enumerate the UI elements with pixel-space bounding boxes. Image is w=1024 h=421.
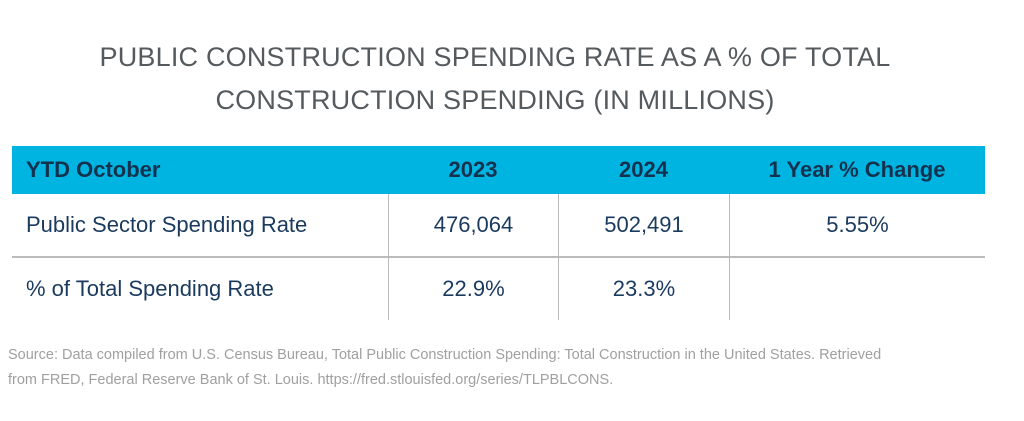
header-cell: 2024	[619, 157, 668, 182]
table-cell: 5.55%	[729, 194, 985, 256]
source-note: Source: Data compiled from U.S. Census B…	[8, 343, 1018, 393]
header-cell: 2023	[448, 157, 498, 182]
header-cell: 1 Year % Change	[768, 157, 946, 182]
table-cell: 22.9%	[388, 258, 558, 320]
table-row: % of Total Spending Rate 22.9% 23.3%	[12, 258, 985, 320]
table-cell: 476,064	[388, 194, 558, 256]
data-table: YTD October 2023 2024 1 Year % Change Pu…	[12, 146, 985, 320]
table-cell: 23.3%	[558, 258, 729, 320]
title-line-1: PUBLIC CONSTRUCTION SPENDING RATE AS A %…	[99, 42, 891, 72]
row-label: Public Sector Spending Rate	[26, 212, 308, 237]
source-line-1: Source: Data compiled from U.S. Census B…	[8, 347, 882, 363]
table-cell	[729, 258, 985, 320]
page-title: PUBLIC CONSTRUCTION SPENDING RATE AS A %…	[0, 36, 990, 122]
table-cell: 502,491	[558, 194, 729, 256]
title-line-2: CONSTRUCTION SPENDING (IN MILLIONS)	[215, 85, 775, 115]
header-cell: YTD October	[26, 157, 161, 182]
row-label: % of Total Spending Rate	[26, 276, 274, 301]
source-line-2: from FRED, Federal Reserve Bank of St. L…	[8, 372, 614, 388]
table-header: YTD October 2023 2024 1 Year % Change	[12, 146, 985, 194]
table-row: Public Sector Spending Rate 476,064 502,…	[12, 194, 985, 258]
